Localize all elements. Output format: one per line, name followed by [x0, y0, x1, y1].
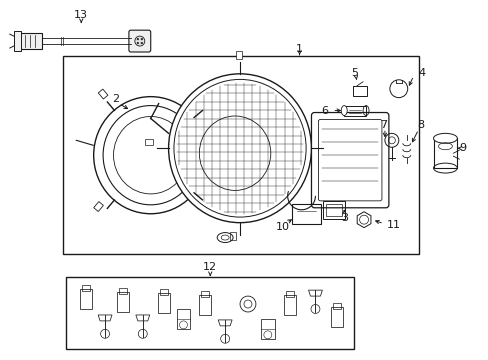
Circle shape — [137, 38, 138, 40]
Bar — [331, 307, 343, 327]
Bar — [344, 105, 366, 116]
Ellipse shape — [433, 133, 456, 143]
Circle shape — [135, 36, 144, 46]
Text: 9: 9 — [459, 143, 466, 153]
Text: 6: 6 — [320, 105, 327, 116]
Bar — [433, 138, 456, 168]
Bar — [160, 289, 167, 295]
Circle shape — [141, 38, 142, 40]
Text: 11: 11 — [386, 220, 400, 230]
Ellipse shape — [341, 105, 346, 116]
Bar — [14, 31, 20, 51]
Bar — [352, 86, 366, 96]
Bar — [82, 285, 90, 291]
Bar — [66, 277, 353, 349]
Text: 8: 8 — [416, 121, 423, 130]
Bar — [98, 89, 108, 99]
Text: 2: 2 — [112, 94, 120, 104]
FancyBboxPatch shape — [311, 113, 388, 208]
Bar — [283, 295, 295, 315]
Bar — [119, 288, 127, 294]
Bar — [80, 289, 92, 309]
Bar — [144, 139, 152, 145]
Bar — [194, 197, 204, 207]
Bar — [236, 51, 242, 59]
Text: 1: 1 — [295, 44, 303, 54]
Text: 5: 5 — [351, 68, 358, 78]
Bar — [333, 303, 341, 309]
Text: 10: 10 — [275, 222, 289, 231]
Bar — [157, 293, 169, 313]
Text: 3: 3 — [340, 213, 347, 223]
Bar — [325, 204, 342, 216]
Bar — [199, 295, 211, 315]
Bar — [20, 33, 41, 49]
FancyBboxPatch shape — [129, 30, 150, 52]
Bar — [198, 103, 208, 112]
Bar — [230, 231, 236, 239]
Bar — [319, 145, 326, 151]
Text: 4: 4 — [417, 68, 424, 78]
Bar — [285, 291, 293, 297]
Bar — [291, 204, 321, 224]
Bar — [323, 201, 345, 219]
Ellipse shape — [168, 74, 311, 223]
Bar — [201, 291, 209, 297]
Circle shape — [137, 42, 138, 44]
Text: 7: 7 — [380, 121, 386, 130]
Bar — [117, 292, 129, 312]
Bar — [63, 56, 418, 255]
Bar — [176, 309, 190, 329]
Circle shape — [141, 42, 142, 44]
Bar — [94, 202, 103, 212]
Bar — [260, 319, 274, 339]
Text: 12: 12 — [203, 262, 217, 272]
Text: 13: 13 — [74, 10, 88, 20]
